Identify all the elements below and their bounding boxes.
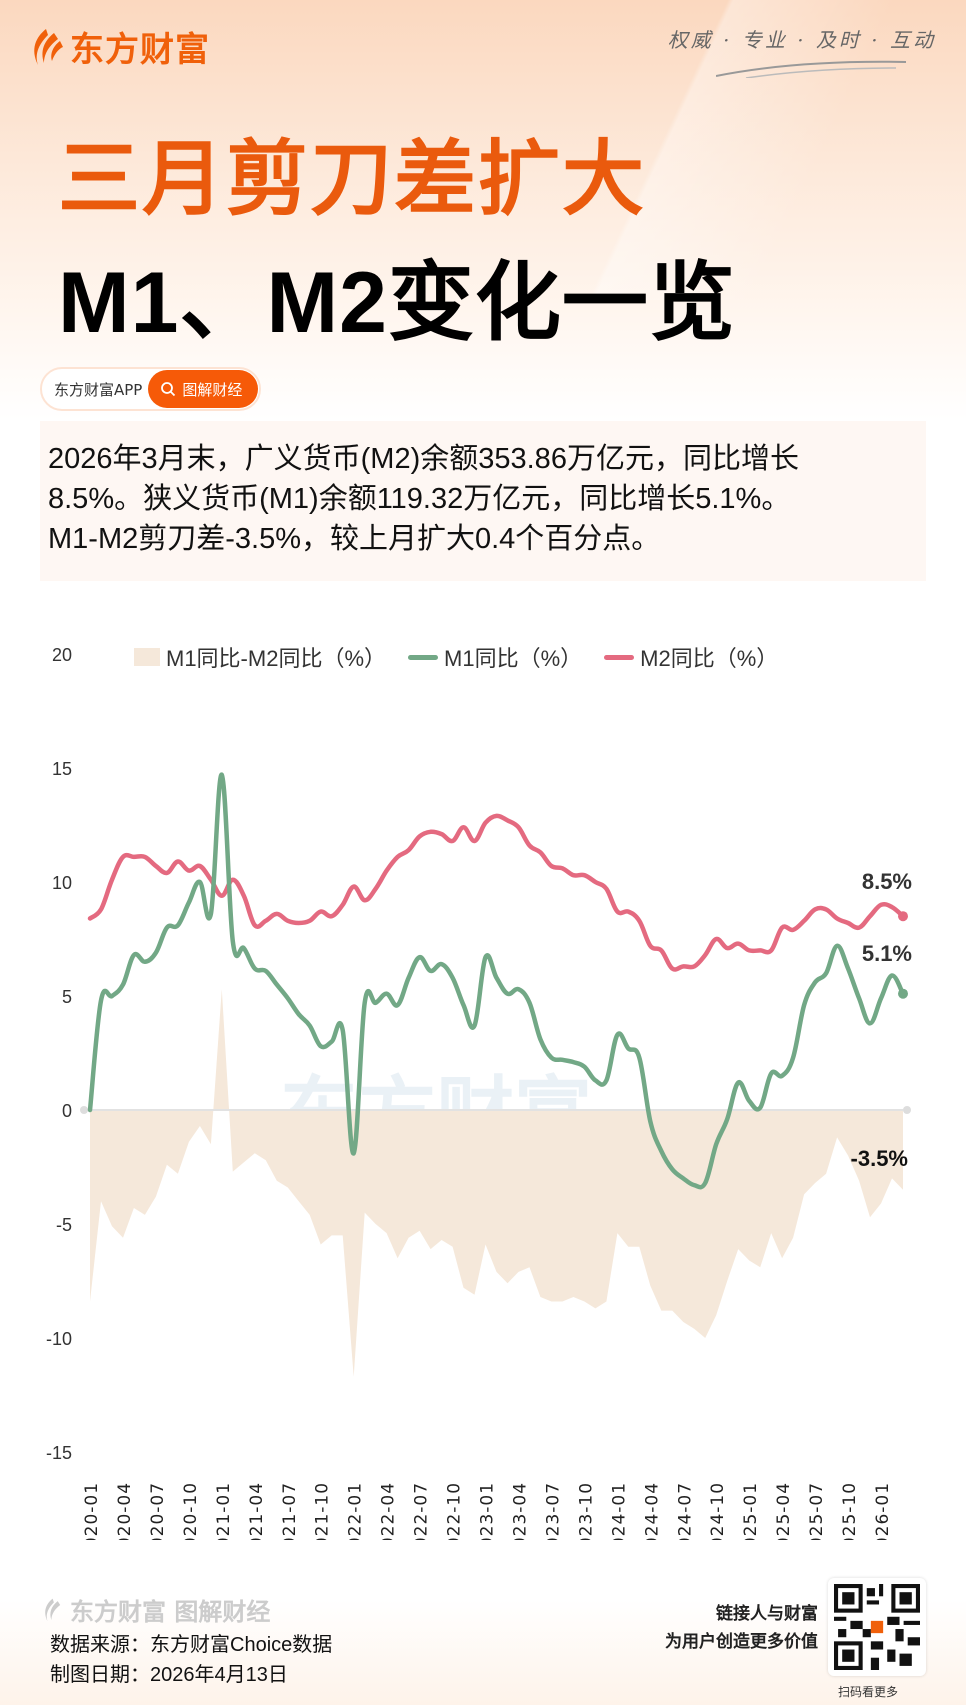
x-tick-label: 2024-10 (708, 1482, 728, 1540)
flame-logo-icon (34, 28, 63, 65)
gap-area (90, 989, 903, 1377)
x-tick-label: 2024-07 (675, 1482, 695, 1540)
m1-end-label: 5.1% (862, 941, 912, 966)
legend-item-m2[interactable]: M2同比（%） (604, 641, 778, 673)
x-tick-label: 2022-04 (379, 1482, 399, 1540)
x-tick-label: 2022-10 (445, 1482, 465, 1540)
brand-logo: 东方财富 (26, 22, 210, 71)
m1-m2-chart: 东方财富20151050-5-10-158.5%5.1%-3.5%2020-01… (46, 645, 912, 1540)
legend-item-m1[interactable]: M1同比（%） (408, 641, 582, 673)
data-source: 数据来源：东方财富Choice数据 (50, 1634, 333, 1656)
qr-code[interactable] (828, 1578, 926, 1676)
page-subtitle: M1、M2变化一览 (58, 255, 736, 351)
m1-line (87, 772, 906, 1190)
x-tick-label: 2024-01 (609, 1482, 629, 1540)
search-button[interactable]: 图解财经 (148, 370, 259, 408)
y-tick-label: -10 (46, 1329, 72, 1349)
x-tick-label: 2022-01 (346, 1482, 366, 1540)
y-tick-label: 5 (62, 987, 72, 1007)
y-tick-label: 10 (52, 873, 72, 893)
y-tick-label: -15 (46, 1443, 72, 1463)
slogan: 权威 · 专业 · 及时 · 互动 (667, 28, 936, 52)
swoosh-decoration-icon (716, 60, 906, 78)
qr-caption: 扫码看更多 (838, 1685, 899, 1699)
axis-dot-icon (80, 1106, 88, 1114)
chart-legend: M1同比-M2同比（%） M1同比（%） M2同比（%） (134, 641, 792, 673)
x-tick-label: 2024-04 (642, 1482, 662, 1540)
x-tick-label: 2021-10 (313, 1482, 333, 1540)
summary-line: 8.5%。狭义货币(M1)余额119.32万亿元，同比增长5.1%。 (48, 483, 791, 515)
x-tick-label: 2025-04 (774, 1482, 794, 1540)
chart-date: 制图日期：2026年4月13日 (50, 1664, 288, 1686)
x-tick-label: 2023-01 (478, 1482, 498, 1540)
x-tick-label: 2025-01 (741, 1482, 761, 1540)
legend-item-gap[interactable]: M1同比-M2同比（%） (134, 641, 386, 673)
line-swatch-icon (604, 654, 635, 660)
y-tick-label: 15 (52, 759, 72, 779)
m2-end-dot-icon (898, 911, 908, 922)
x-tick-label: 2022-07 (412, 1482, 432, 1540)
flame-logo-icon (45, 1598, 61, 1621)
x-tick-label: 2025-10 (840, 1482, 860, 1540)
brand-name: 东方财富 (70, 30, 210, 70)
x-tick-label: 2023-10 (576, 1482, 596, 1540)
y-tick-label: -5 (56, 1215, 72, 1235)
area-swatch-icon (134, 648, 160, 666)
x-tick-label: 2021-01 (214, 1482, 234, 1540)
tagline: 链接人与财富 为用户创造更多价值 (665, 1604, 818, 1652)
x-tick-label: 2023-04 (510, 1482, 530, 1540)
summary-line: 2026年3月末，广义货币(M2)余额353.86万亿元，同比增长 (48, 443, 799, 475)
m2-line (87, 813, 906, 972)
x-tick-label: 2025-07 (807, 1482, 827, 1540)
page-title: 三月剪刀差扩大 (58, 132, 647, 227)
m2-end-label: 8.5% (862, 869, 912, 894)
x-tick-label: 2020-10 (181, 1482, 201, 1540)
x-tick-label: 2021-07 (280, 1482, 300, 1540)
gap-end-label: -3.5% (851, 1146, 908, 1171)
search-icon (161, 382, 176, 397)
app-label: 东方财富APP (54, 380, 143, 399)
search-button-label: 图解财经 (182, 380, 243, 399)
qr-code-icon (834, 1584, 920, 1670)
y-tick-label: 0 (62, 1101, 72, 1121)
x-tick-label: 2021-04 (247, 1482, 267, 1540)
x-tick-label: 2020-07 (148, 1482, 168, 1540)
footer-watermark: 东方财富 图解财经 (40, 1592, 270, 1627)
app-search-pill[interactable]: 东方财富APP 图解财经 (40, 367, 262, 411)
footer-background (0, 1600, 966, 1705)
summary-box: 2026年3月末，广义货币(M2)余额353.86万亿元，同比增长 8.5%。狭… (40, 421, 926, 581)
x-tick-label: 2026-01 (873, 1482, 893, 1540)
y-tick-label: 20 (52, 645, 72, 665)
axis-dot-icon (903, 1106, 911, 1114)
m1-end-dot-icon (898, 988, 908, 999)
header-banner (0, 0, 966, 420)
line-swatch-icon (408, 654, 439, 660)
x-tick-label: 2020-04 (115, 1482, 135, 1540)
x-tick-label: 2023-07 (543, 1482, 563, 1540)
footer-source: 数据来源：东方财富Choice数据 制图日期：2026年4月13日 (50, 1630, 332, 1690)
summary-line: M1-M2剪刀差-3.5%，较上月扩大0.4个百分点。 (48, 523, 661, 555)
x-tick-label: 2020-01 (82, 1482, 102, 1540)
